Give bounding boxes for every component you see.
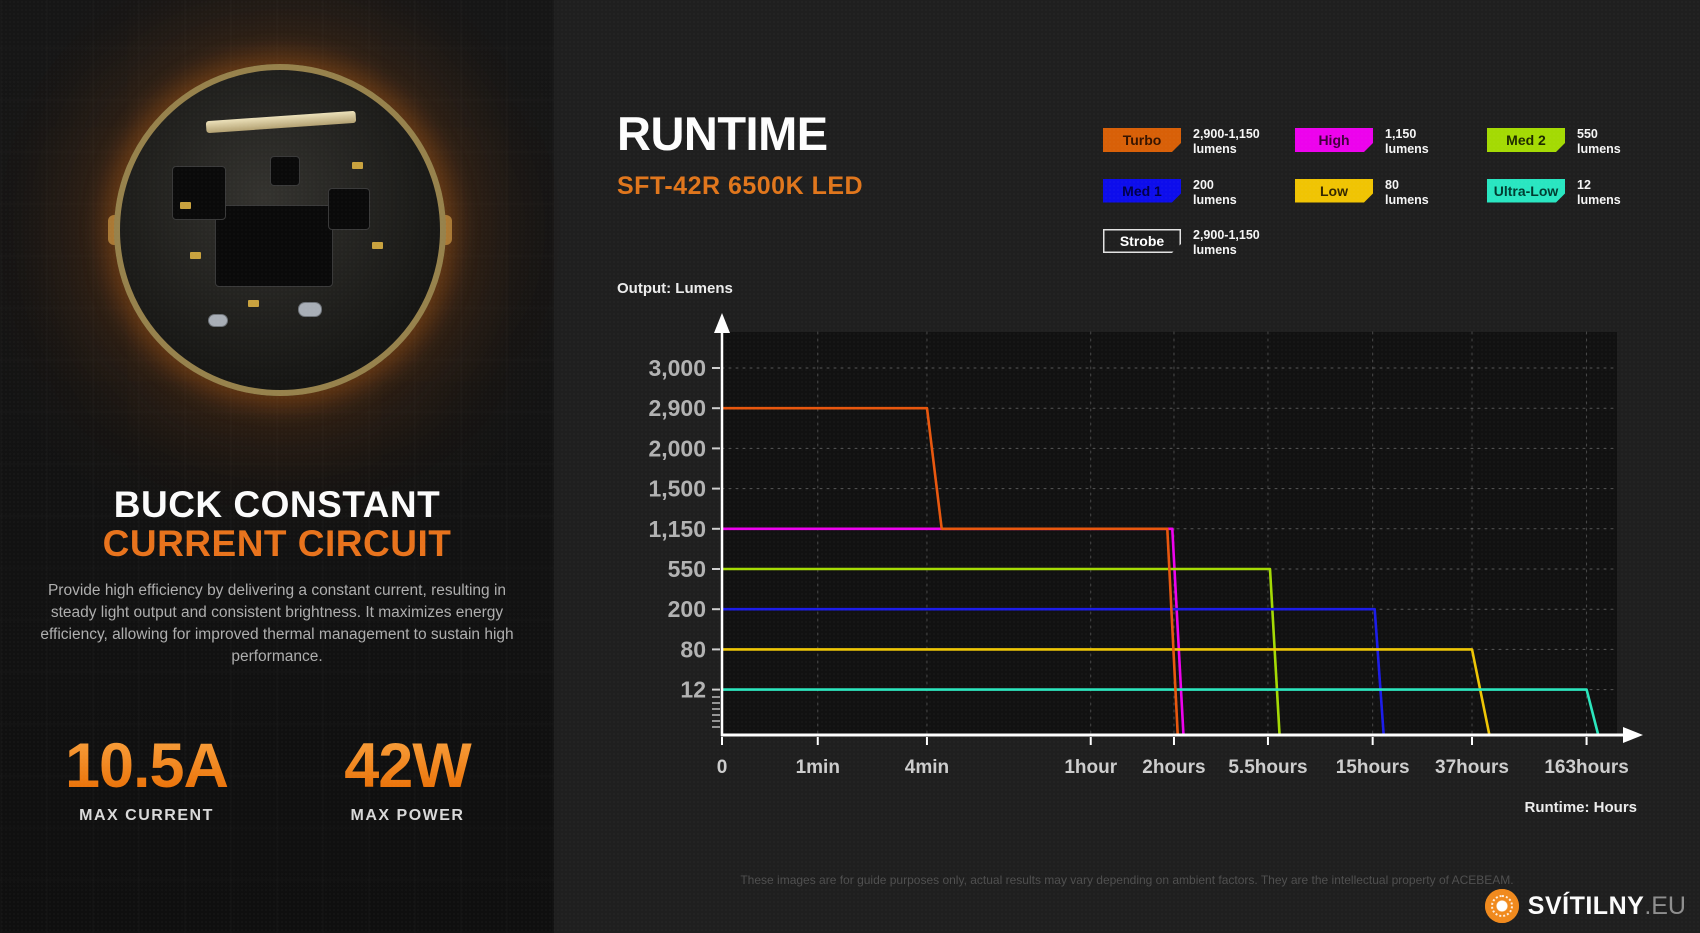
pcb-component — [328, 188, 370, 230]
disclaimer-text: These images are for guide purposes only… — [740, 873, 1514, 887]
x-axis-title: Runtime: Hours — [1524, 799, 1638, 816]
pcb-component — [352, 162, 363, 169]
legend-value: 12 lumens — [1577, 177, 1621, 207]
svg-text:5.5hours: 5.5hours — [1228, 757, 1307, 778]
legend-value: 80 lumens — [1385, 177, 1429, 207]
svg-text:2hours: 2hours — [1142, 757, 1205, 778]
svg-text:4min: 4min — [905, 757, 949, 778]
circuit-board-photo — [108, 64, 452, 396]
series-turbo — [722, 406, 1179, 735]
chart-box: 3,000 2,900 2,000 1,500 1,150 550 200 80 12 0 1min… — [600, 300, 1660, 780]
pcb-component — [205, 110, 357, 134]
legend-value: 2,900-1,150 lumens — [1193, 127, 1260, 157]
heading-line-1: BUCK CONSTANT — [113, 484, 441, 525]
series-ultra-low — [722, 688, 1600, 735]
plot-area — [722, 332, 1617, 735]
svg-text:3,000: 3,000 — [648, 355, 706, 381]
svg-text:2,000: 2,000 — [648, 435, 706, 461]
legend-value: 2,900-1,150 lumens — [1193, 228, 1260, 258]
svg-text:163hours: 163hours — [1544, 757, 1628, 778]
stat-label: MAX CURRENT — [79, 807, 214, 824]
description-text: Provide high efficiency by delivering a … — [40, 582, 514, 666]
legend-badge: Ultra-Low — [1487, 179, 1565, 203]
svg-text:1min: 1min — [796, 757, 840, 778]
axes — [714, 313, 1643, 743]
svg-text:1,500: 1,500 — [648, 476, 706, 502]
svg-text:12: 12 — [680, 677, 706, 703]
pcb-component — [372, 242, 383, 249]
legend-badge: Med 2 — [1487, 128, 1565, 152]
runtime-chart: 3,000 2,900 2,000 1,500 1,150 550 200 80 12 0 1min… — [648, 313, 1643, 778]
left-panel: BUCK CONSTANT CURRENT CIRCUIT Provide hi… — [0, 0, 554, 933]
pcb-component — [172, 166, 226, 220]
pcb-component — [208, 314, 228, 327]
pcb-component — [298, 302, 322, 317]
pcb-component — [248, 300, 259, 307]
legend-badge: Turbo — [1103, 128, 1181, 152]
svg-text:80: 80 — [680, 636, 706, 662]
pcb-circle — [114, 64, 446, 396]
legend-item-med-1: Med 1 200 lumens — [1103, 177, 1295, 209]
series-low — [722, 648, 1491, 735]
legend-item-low: Low 80 lumens — [1295, 177, 1487, 209]
legend-item-high: High 1,150 lumens — [1295, 127, 1487, 158]
page-title: RUNTIME — [617, 107, 828, 160]
stat-label: MAX POWER — [350, 807, 465, 824]
stat-max-power: 42W MAX POWER — [277, 735, 538, 825]
legend-item-strobe: Strobe 2,900-1,150 lumens — [1103, 228, 1295, 259]
page-subtitle: SFT-42R 6500K LED — [617, 172, 864, 200]
series-med-1 — [722, 607, 1385, 735]
legend-value: 200 lumens — [1193, 177, 1237, 207]
legend-item-ultra-low: Ultra-Low 12 lumens — [1487, 177, 1679, 209]
stat-value: 10.5A — [16, 735, 277, 798]
pcb-component — [270, 156, 300, 186]
svg-text:0: 0 — [717, 757, 728, 778]
pcb-component — [190, 252, 201, 259]
svg-text:1hour: 1hour — [1064, 757, 1117, 778]
legend-value: 550 lumens — [1577, 127, 1621, 157]
svg-text:37hours: 37hours — [1435, 757, 1509, 778]
header-block: RUNTIME SFT-42R 6500K LED — [617, 110, 863, 201]
legend-badge: High — [1295, 128, 1373, 152]
svg-text:15hours: 15hours — [1336, 757, 1410, 778]
legend-grid: Turbo 2,900-1,150 lumens High 1,150 lumens Med… — [1103, 127, 1679, 259]
stats-row: 10.5A MAX CURRENT 42W MAX POWER — [16, 735, 538, 825]
legend-badge: Strobe — [1103, 229, 1181, 253]
left-heading: BUCK CONSTANT CURRENT CIRCUIT — [0, 484, 554, 564]
legend-badge: Med 1 — [1103, 179, 1181, 203]
brand-logo: SVÍTILNY.EU — [1484, 889, 1686, 923]
svg-text:1,150: 1,150 — [648, 516, 706, 542]
legend-value: 1,150 lumens — [1385, 127, 1429, 157]
series-med-2 — [722, 567, 1281, 735]
svg-text:550: 550 — [668, 556, 706, 582]
pcb-component — [215, 205, 333, 287]
legend-badge: Low — [1295, 179, 1373, 203]
svg-text:2,900: 2,900 — [648, 395, 706, 421]
svg-text:200: 200 — [668, 596, 706, 622]
legend-item-turbo: Turbo 2,900-1,150 lumens — [1103, 127, 1295, 158]
series-high — [722, 527, 1185, 735]
stat-max-current: 10.5A MAX CURRENT — [16, 735, 277, 825]
stat-value: 42W — [277, 735, 538, 798]
y-axis-title: Output: Lumens — [617, 280, 733, 297]
pcb-component — [180, 202, 191, 209]
legend-item-med-2: Med 2 550 lumens — [1487, 127, 1679, 158]
brand-name: SVÍTILNY.EU — [1527, 891, 1686, 920]
brand-logo-icon — [1484, 889, 1519, 923]
heading-line-2: CURRENT CIRCUIT — [102, 522, 452, 564]
